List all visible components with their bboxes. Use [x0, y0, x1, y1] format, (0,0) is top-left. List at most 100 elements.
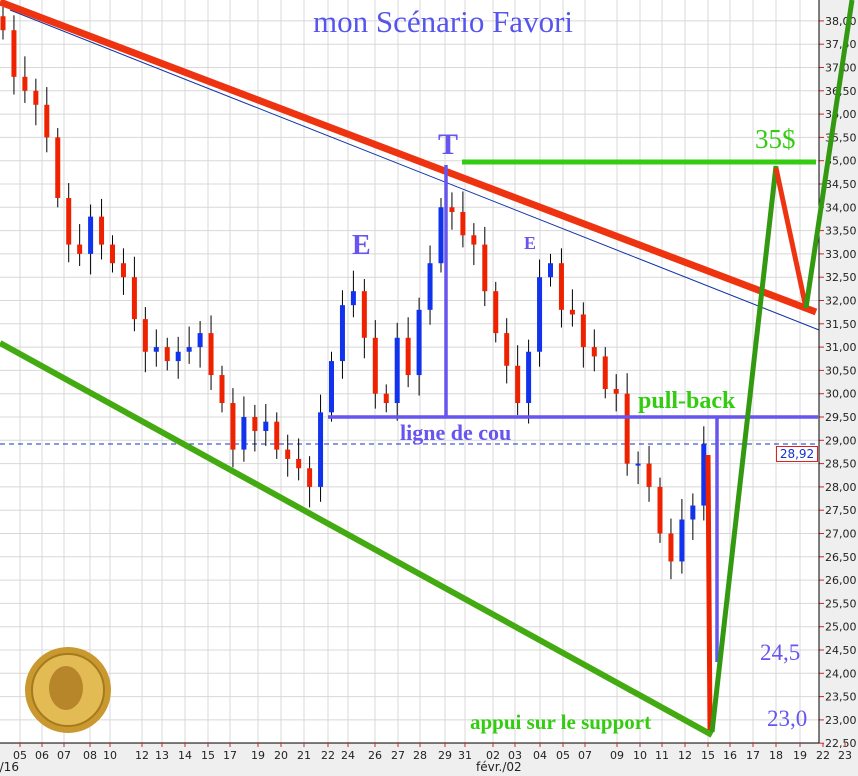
x-tick-label: 31 — [458, 749, 472, 762]
y-tick-label: 30,00 — [825, 388, 857, 401]
candle-body — [252, 417, 258, 431]
label-right-shoulder: E — [524, 233, 537, 253]
x-tick-label: 14 — [178, 749, 192, 762]
candle-body — [11, 30, 17, 77]
candle — [55, 128, 61, 208]
candle-body — [635, 463, 641, 466]
candle — [88, 204, 94, 275]
candle-body — [613, 389, 619, 394]
candle-body — [657, 486, 663, 534]
scenario-breakout-line — [803, 0, 855, 309]
candle-body — [219, 375, 225, 404]
candle — [657, 477, 663, 543]
candle-body — [602, 356, 608, 390]
candle — [624, 373, 630, 476]
x-tick-label: 27 — [391, 749, 405, 762]
x-tick-label: 03 — [508, 749, 522, 762]
candle-body — [427, 263, 433, 310]
y-tick-label: 33,00 — [825, 248, 857, 261]
candle — [635, 451, 641, 485]
candle — [120, 248, 126, 295]
candle-body — [88, 216, 94, 254]
y-tick-label: 28,50 — [825, 458, 857, 471]
x-sub-label-feb: févr./02 — [476, 760, 522, 774]
y-tick-label: 30,50 — [825, 364, 857, 377]
y-axis-panel — [819, 0, 858, 776]
x-tick-label: 10 — [633, 749, 647, 762]
candle-body — [701, 444, 707, 506]
candle — [361, 279, 367, 359]
candle — [427, 245, 433, 325]
candle — [241, 396, 247, 462]
candle-body — [515, 365, 521, 404]
candle-body — [482, 244, 488, 292]
x-axis-panel — [0, 743, 858, 776]
candle — [230, 388, 236, 468]
x-tick-label: 12 — [135, 749, 149, 762]
candle-body — [142, 319, 148, 352]
last-price-tag: 28,92 — [776, 446, 818, 462]
candle-body — [339, 305, 345, 362]
y-tick-label: 22,50 — [825, 737, 857, 750]
candle-body — [296, 458, 302, 469]
candle-body — [416, 309, 422, 376]
candle — [197, 321, 203, 368]
y-tick-label: 33,50 — [825, 225, 857, 238]
candle-body — [548, 263, 553, 278]
x-tick-label: 19 — [793, 749, 807, 762]
y-tick-label: 32,50 — [825, 271, 857, 284]
candle — [77, 224, 83, 267]
x-tick-label: 09 — [610, 749, 624, 762]
candle — [329, 351, 334, 422]
candle — [416, 297, 422, 396]
x-tick-label: 28 — [413, 749, 427, 762]
x-tick-label: 26 — [368, 749, 382, 762]
candle — [99, 198, 105, 260]
candle — [208, 315, 214, 390]
candle — [131, 256, 137, 332]
candle — [274, 412, 280, 459]
label-neckline: ligne de cou — [400, 420, 512, 445]
candle — [526, 339, 532, 424]
y-tick-label: 28,00 — [825, 481, 857, 494]
x-tick-label: 04 — [533, 749, 547, 762]
x-tick-label: 23 — [838, 749, 852, 762]
candle — [493, 281, 499, 343]
candle-body — [526, 351, 532, 404]
x-tick-label: 15 — [701, 749, 715, 762]
label-head: T — [438, 128, 459, 161]
x-tick-label: 05 — [556, 749, 570, 762]
candle-body — [329, 361, 334, 413]
candle — [679, 499, 685, 574]
candle-body — [131, 277, 137, 320]
y-tick-label: 27,50 — [825, 504, 857, 517]
candle-body — [175, 351, 181, 362]
y-tick-label: 36,00 — [825, 108, 857, 121]
candle — [110, 235, 115, 273]
x-tick-label: 19 — [251, 749, 265, 762]
y-tick-label: 34,50 — [825, 178, 857, 191]
candle — [449, 192, 455, 230]
candle-body — [33, 90, 39, 105]
x-tick-label: 21 — [297, 749, 311, 762]
candle-body — [591, 347, 597, 357]
candle-body — [361, 291, 367, 338]
candle-body — [569, 309, 575, 315]
x-sub-label-left: 3/16 — [0, 760, 19, 774]
x-tick-label: 13 — [155, 749, 169, 762]
candle — [11, 15, 17, 95]
candle — [44, 87, 50, 153]
x-tick-label: 22 — [816, 749, 830, 762]
coin-portrait — [49, 666, 83, 710]
candle-body — [22, 76, 28, 91]
candle — [591, 329, 597, 372]
resistance-line — [0, 0, 818, 316]
candle — [296, 438, 302, 481]
y-tick-label: 35,00 — [825, 155, 857, 168]
label-pullback: pull-back — [638, 388, 736, 414]
candle — [175, 336, 181, 379]
candle-body — [153, 347, 159, 352]
candle — [307, 456, 313, 508]
